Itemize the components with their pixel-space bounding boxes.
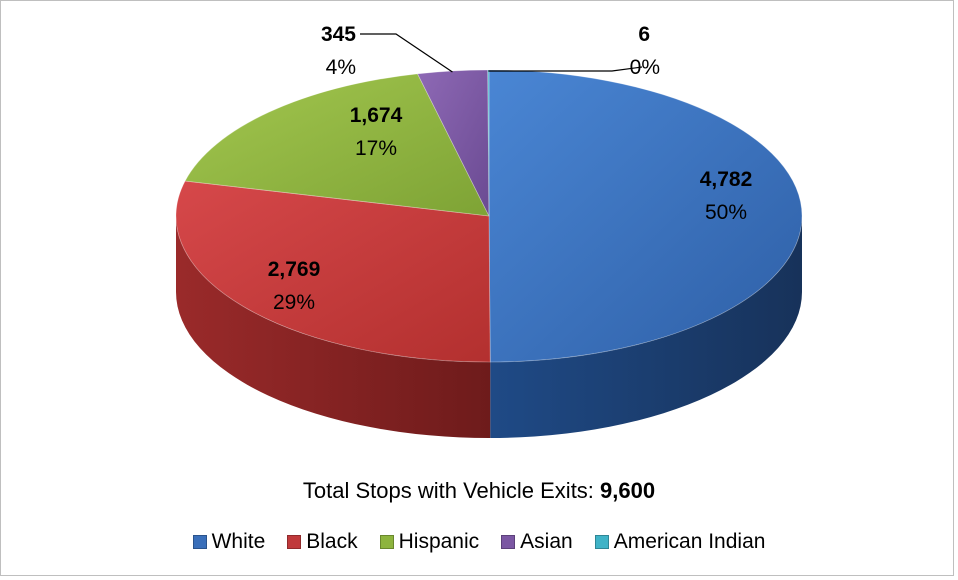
legend-swatch-white	[192, 535, 207, 549]
legend-swatch-asian	[501, 535, 516, 549]
legend-swatch-american-indian	[594, 535, 609, 549]
legend-label-black: Black	[306, 530, 358, 553]
data-label-percent-black: 29%	[273, 291, 315, 314]
data-label-value-asian: 345	[321, 23, 356, 46]
data-label-percent-hispanic: 17%	[355, 137, 397, 160]
pie-slice-american-indian	[487, 69, 490, 217]
data-label-value-black: 2,769	[268, 258, 321, 281]
legend-label-asian: Asian	[520, 530, 573, 553]
leader-line-asian	[360, 33, 453, 73]
legend-item-asian: Asian	[501, 530, 573, 554]
legend-item-black: Black	[287, 530, 358, 554]
legend-label-hispanic: Hispanic	[398, 530, 480, 553]
data-label-value-white: 4,782	[700, 168, 753, 191]
pie-slice-black	[175, 180, 491, 363]
leader-line-american-indian	[488, 66, 643, 72]
legend-item-american-indian: American Indian	[594, 530, 766, 554]
data-label-value-hispanic: 1,674	[350, 104, 403, 127]
data-label-percent-asian: 4%	[326, 56, 356, 79]
legend-item-hispanic: Hispanic	[379, 530, 480, 554]
total-stops-caption: Total Stops with Vehicle Exits: 9,600	[0, 478, 958, 504]
legend: White Black Hispanic Asian American Indian	[0, 530, 958, 554]
data-label-percent-american-indian: 0%	[630, 56, 660, 79]
data-label-value-american-indian: 6	[638, 23, 650, 46]
total-value: 9,600	[600, 478, 656, 503]
pie-side-white	[490, 216, 802, 438]
legend-swatch-hispanic	[379, 535, 394, 549]
pie-slice-hispanic	[184, 73, 490, 217]
pie-chart: 4,782 50% 2,769 29% 1,674 17% 345 4% 6 0%	[175, 23, 803, 439]
pie-side-black	[176, 216, 491, 439]
pie-slice-white	[488, 69, 803, 363]
legend-swatch-black	[287, 535, 302, 549]
legend-item-white: White	[192, 530, 266, 554]
legend-label-american-indian: American Indian	[613, 530, 766, 553]
data-label-percent-white: 50%	[705, 201, 747, 224]
legend-label-white: White	[211, 530, 266, 553]
pie-slice-asian	[416, 69, 490, 217]
total-label: Total Stops with Vehicle Exits:	[302, 478, 601, 503]
